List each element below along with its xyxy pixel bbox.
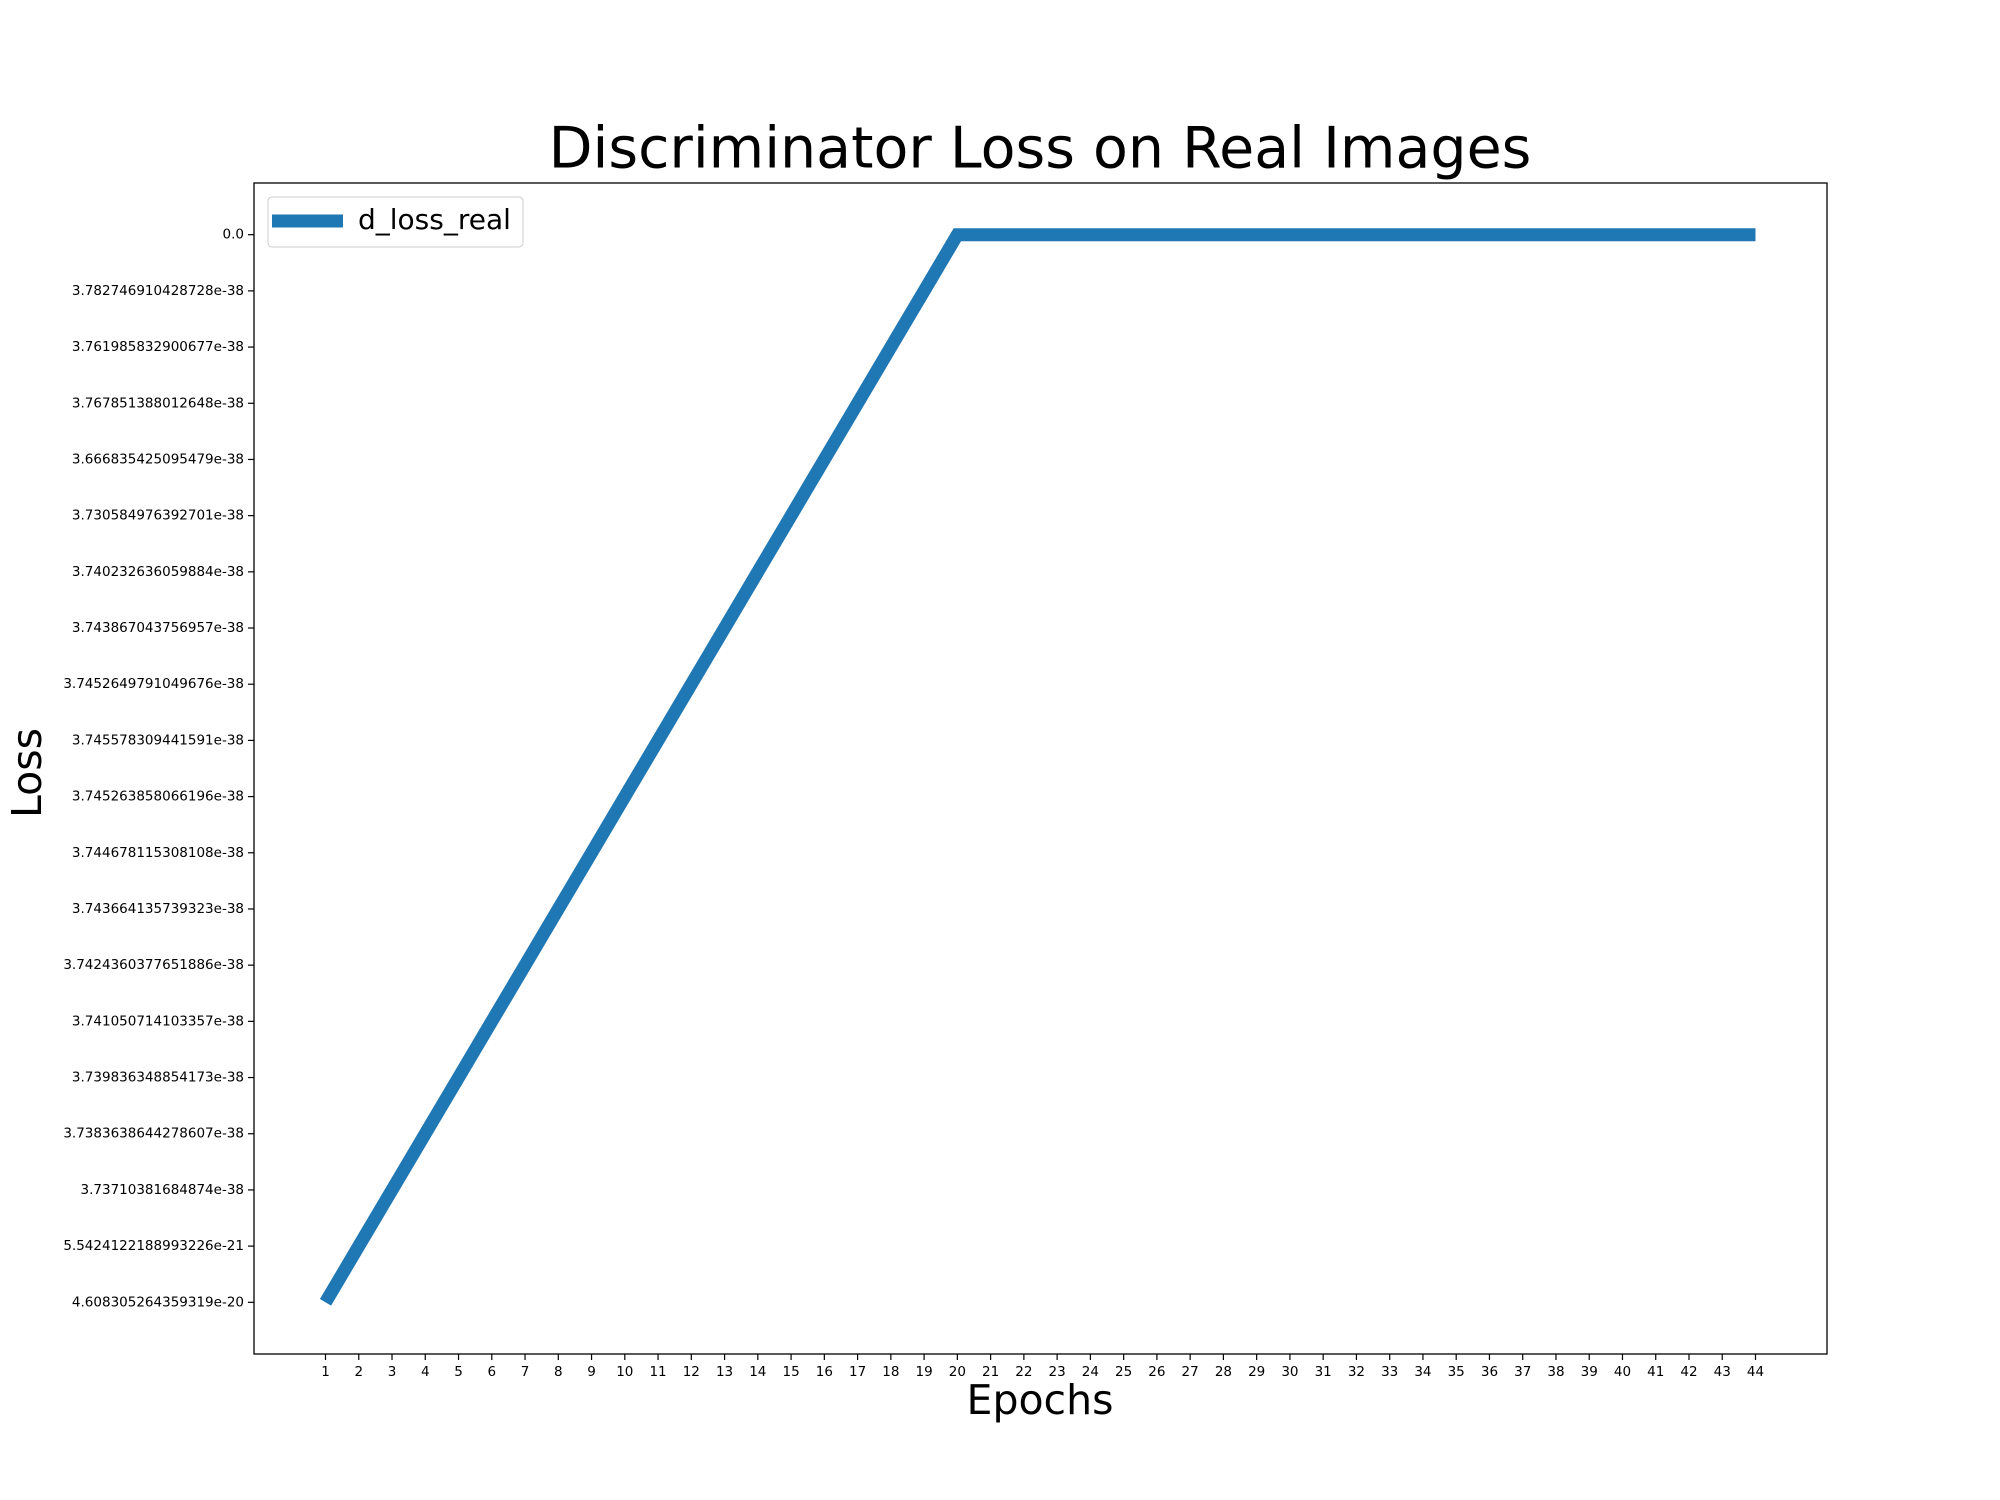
x-tick-label: 12 — [683, 1364, 700, 1380]
x-tick-label: 40 — [1614, 1364, 1631, 1380]
legend-box — [267, 196, 524, 248]
x-tick-label: 20 — [949, 1364, 966, 1380]
y-tick-label: 4.608305264359319e-20 — [72, 1294, 244, 1310]
y-tick-label: 3.730584976392701e-38 — [72, 508, 244, 524]
x-tick-label: 21 — [982, 1364, 999, 1380]
x-tick-label: 2 — [354, 1364, 363, 1380]
x-tick-label: 16 — [816, 1364, 833, 1380]
y-tick-label: 3.745578309441591e-38 — [72, 732, 244, 748]
x-tick-label: 17 — [849, 1364, 866, 1380]
y-tick-label: 3.767851388012648e-38 — [72, 395, 244, 411]
x-tick-label: 36 — [1481, 1364, 1498, 1380]
y-tick-label: 3.666835425095479e-38 — [72, 451, 244, 467]
y-tick-label: 3.761985832900677e-38 — [72, 339, 244, 355]
x-tick-label: 41 — [1647, 1364, 1664, 1380]
x-axis-label: Epochs — [967, 1376, 1114, 1424]
x-tick-label: 43 — [1714, 1364, 1731, 1380]
x-tick-label: 8 — [554, 1364, 563, 1380]
x-tick-label: 10 — [616, 1364, 633, 1380]
x-tick-label: 32 — [1348, 1364, 1365, 1380]
x-tick-label: 25 — [1115, 1364, 1132, 1380]
x-tick-label: 19 — [916, 1364, 933, 1380]
x-tick-label: 28 — [1215, 1364, 1232, 1380]
x-tick-label: 38 — [1547, 1364, 1564, 1380]
x-tick-label: 42 — [1680, 1364, 1697, 1380]
x-tick-label: 18 — [882, 1364, 899, 1380]
x-tick-label: 5 — [454, 1364, 463, 1380]
x-tick-label: 26 — [1148, 1364, 1165, 1380]
y-tick-label: 3.7424360377651886e-38 — [63, 957, 244, 973]
y-tick-label: 3.744678115308108e-38 — [72, 845, 244, 861]
y-tick-label: 3.73710381684874e-38 — [81, 1182, 244, 1198]
y-tick-label: 0.0 — [223, 227, 244, 243]
y-tick-label: 5.5424122188993226e-21 — [63, 1238, 244, 1254]
y-tick-label: 3.743867043756957e-38 — [72, 620, 244, 636]
x-tick-label: 27 — [1182, 1364, 1199, 1380]
x-tick-label: 3 — [388, 1364, 397, 1380]
y-tick-label: 3.7383638644278607e-38 — [63, 1126, 244, 1142]
x-tick-label: 35 — [1448, 1364, 1465, 1380]
y-tick-label: 3.743664135739323e-38 — [72, 901, 244, 917]
x-tick-label: 22 — [1015, 1364, 1032, 1380]
x-tick-label: 6 — [487, 1364, 496, 1380]
x-tick-label: 37 — [1514, 1364, 1531, 1380]
x-tick-label: 30 — [1281, 1364, 1298, 1380]
y-tick-label: 3.7452649791049676e-38 — [63, 676, 244, 692]
y-tick-label: 3.740232636059884e-38 — [72, 564, 244, 580]
x-tick-label: 31 — [1315, 1364, 1332, 1380]
x-tick-label: 7 — [521, 1364, 530, 1380]
x-tick-label: 24 — [1082, 1364, 1099, 1380]
y-tick-label: 3.745263858066196e-38 — [72, 789, 244, 805]
x-tick-label: 15 — [782, 1364, 799, 1380]
line — [319, 228, 1756, 1306]
x-tick-label: 23 — [1049, 1364, 1066, 1380]
x-tick-label: 11 — [649, 1364, 666, 1380]
x-tick-label: 44 — [1747, 1364, 1764, 1380]
y-axis-label: Loss — [3, 728, 51, 818]
chart-title: Discriminator Loss on Real Images — [549, 116, 1532, 182]
x-tick-label: 29 — [1248, 1364, 1265, 1380]
y-tick-label: 3.741050714103357e-38 — [72, 1013, 244, 1029]
x-tick-label: 4 — [421, 1364, 430, 1380]
x-tick-label: 33 — [1381, 1364, 1398, 1380]
y-tick-label: 3.739836348854173e-38 — [72, 1070, 244, 1086]
x-tick-label: 14 — [749, 1364, 766, 1380]
axes-frame — [253, 182, 1828, 1355]
x-tick-label: 9 — [587, 1364, 596, 1380]
x-tick-label: 13 — [716, 1364, 733, 1380]
x-tick-label: 34 — [1414, 1364, 1431, 1380]
y-tick-label: 3.782746910428728e-38 — [72, 283, 244, 299]
x-tick-label: 1 — [321, 1364, 330, 1380]
legend-label: d_loss_real — [358, 203, 511, 236]
x-tick-label: 39 — [1581, 1364, 1598, 1380]
